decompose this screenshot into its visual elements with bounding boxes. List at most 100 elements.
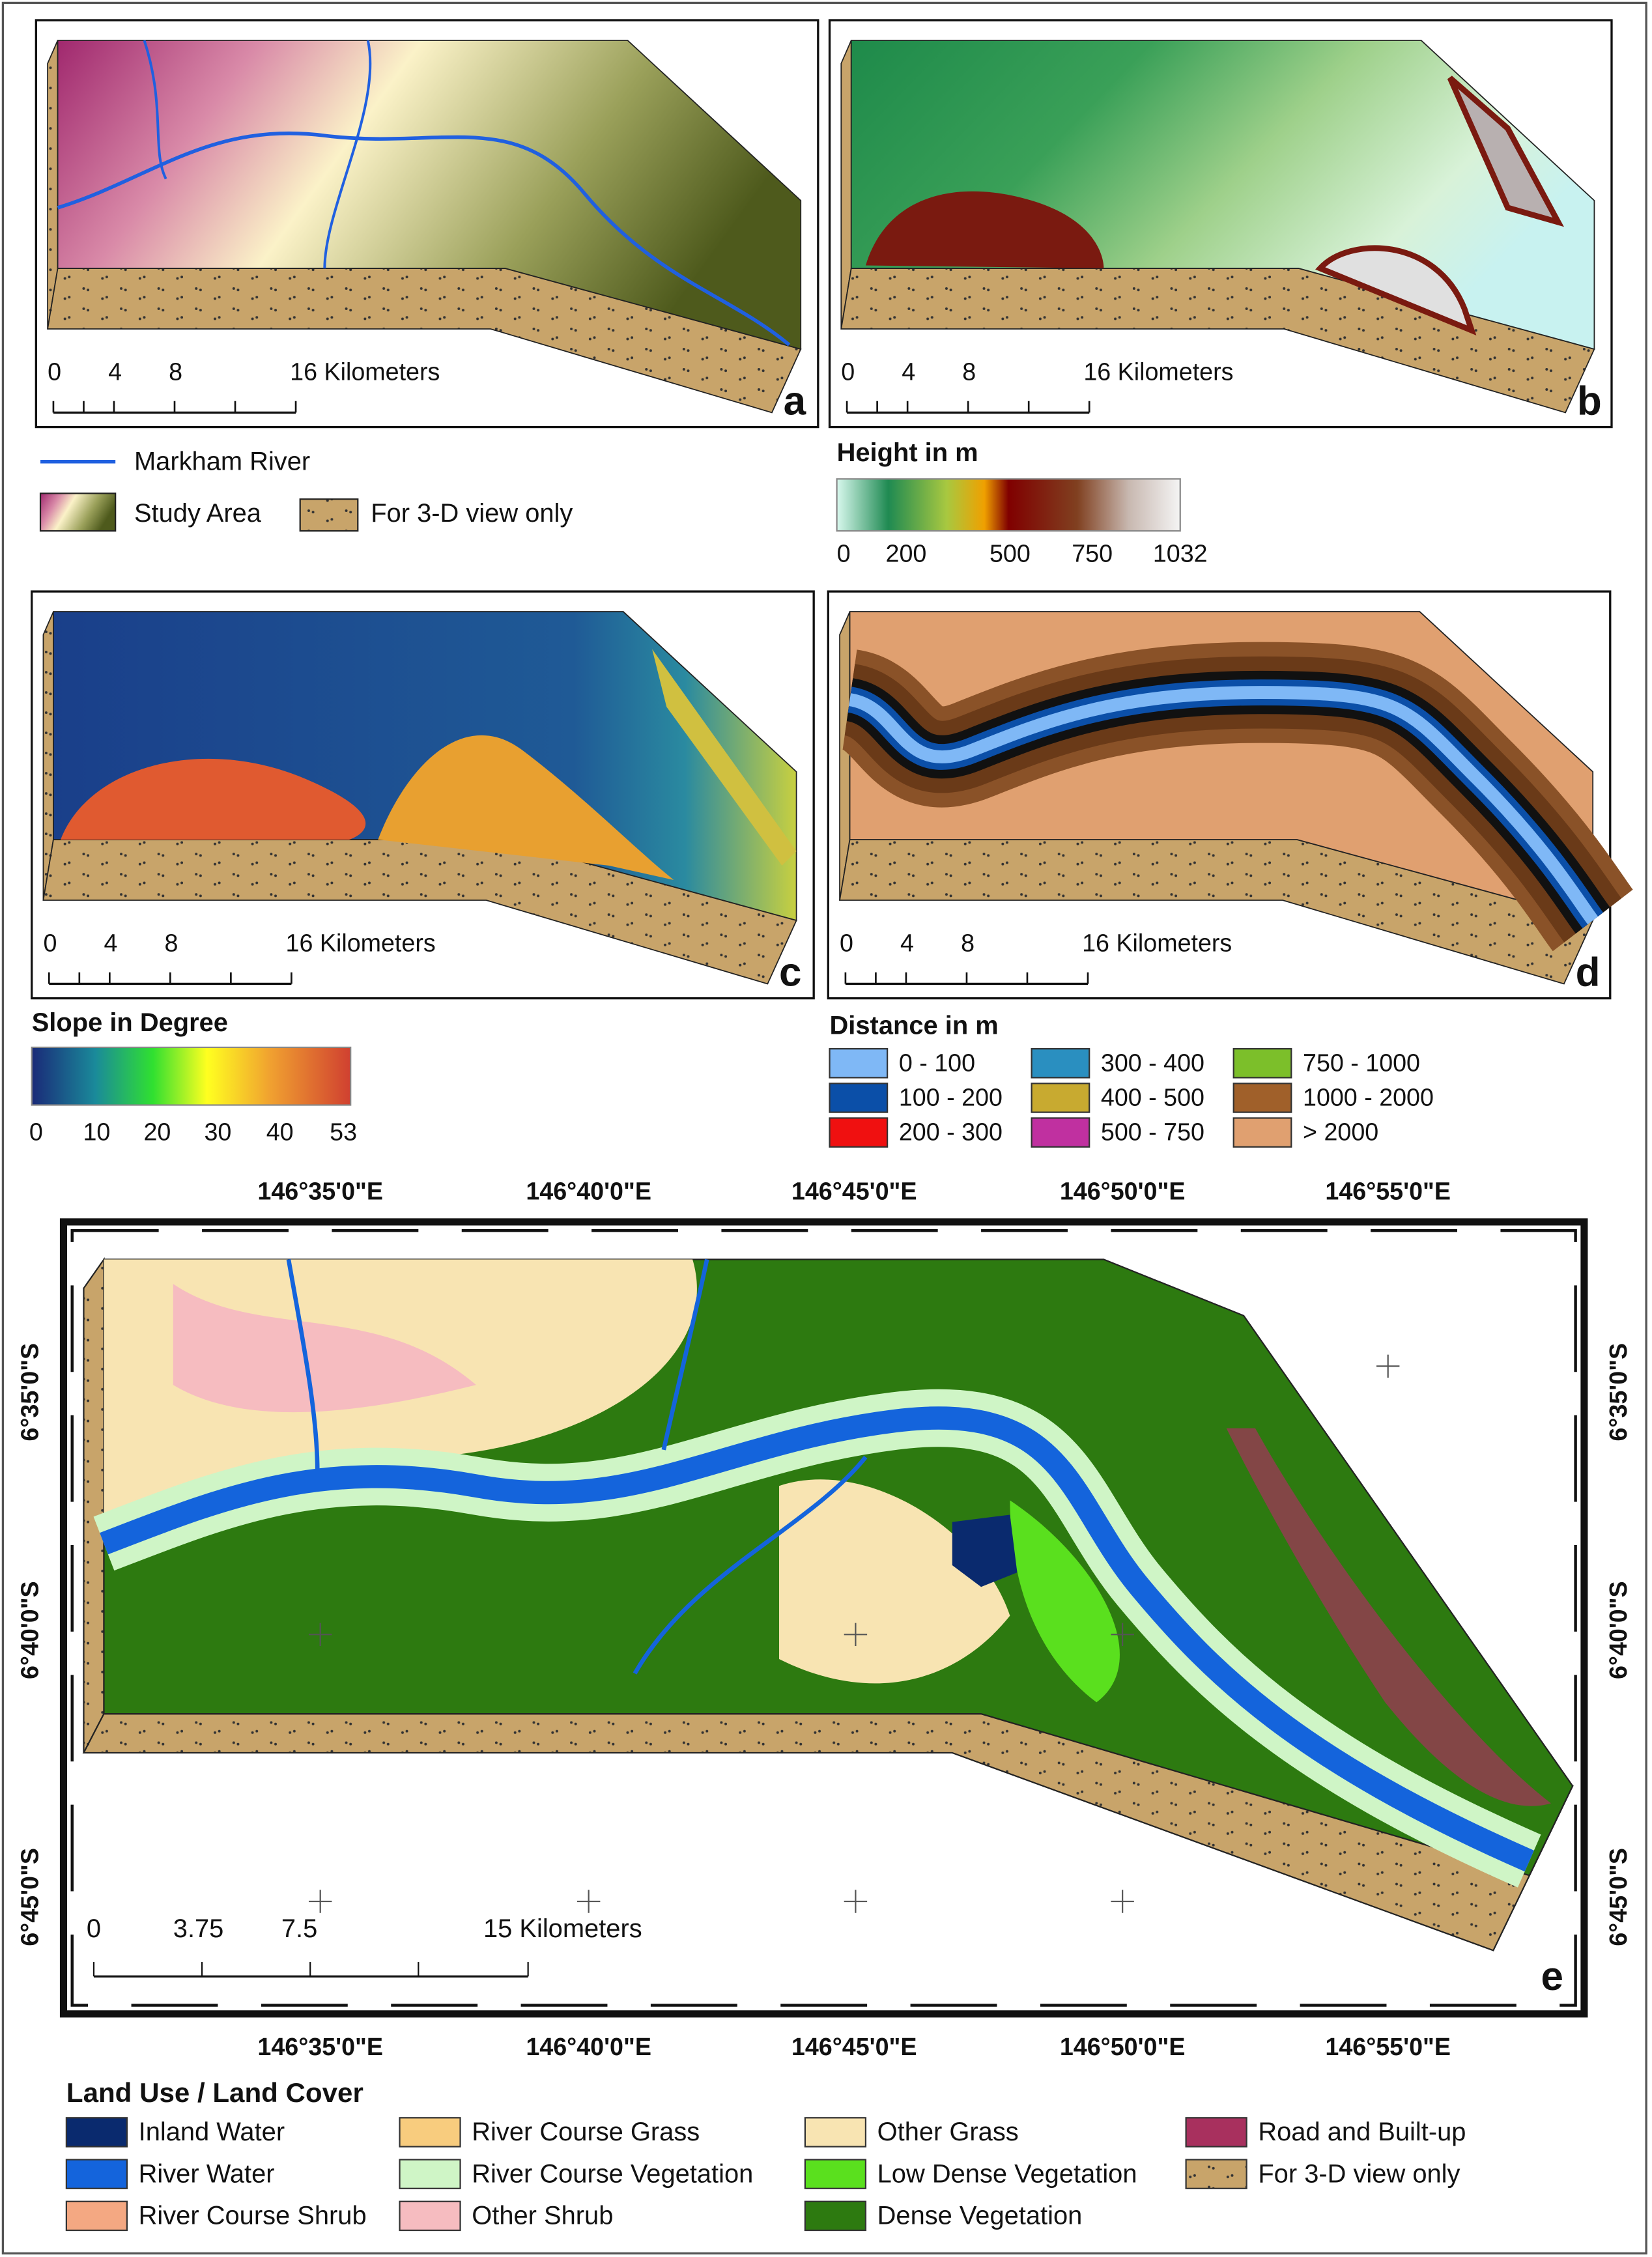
legend-label: For 3-D view only — [1258, 2159, 1460, 2188]
scale-label: 4 — [108, 358, 122, 386]
latitude-label: 6°45'0"S — [1604, 1848, 1632, 1946]
highland — [1447, 76, 1564, 227]
ramp-tick: 10 — [83, 1118, 110, 1146]
panel-label: b — [1577, 379, 1602, 424]
longitude-label: 146°45'0"E — [791, 2033, 917, 2060]
legend-swatch — [65, 2159, 128, 2189]
latitude-label: 6°40'0"S — [1604, 1581, 1632, 1679]
ramp-tick: 40 — [266, 1118, 294, 1146]
distance-band — [848, 686, 1599, 925]
legend-label: 200 - 300 — [899, 1118, 1003, 1146]
legend-label: 100 - 200 — [899, 1084, 1003, 1111]
legend-label: > 2000 — [1303, 1118, 1378, 1146]
scale-label: 0 — [840, 930, 853, 957]
scale-label: 0 — [48, 358, 61, 386]
ramp-tick: 30 — [205, 1118, 232, 1146]
highland — [865, 191, 1104, 268]
highland — [1315, 245, 1477, 335]
land-cover — [173, 1284, 476, 1413]
legend-swatch — [829, 1083, 889, 1113]
longitude-label: 146°40'0"E — [526, 2033, 651, 2060]
scale-label: 8 — [962, 358, 976, 386]
longitude-label: 146°35'0"E — [257, 2033, 383, 2060]
panel-label: e — [1541, 1954, 1563, 1999]
legend-swatch — [1185, 2117, 1247, 2148]
ramp-tick: 750 — [1072, 540, 1113, 567]
legend-swatch — [65, 2117, 128, 2148]
tributary — [661, 1258, 709, 1451]
legend-label: 1000 - 2000 — [1303, 1084, 1434, 1111]
longitude-label: 146°55'0"E — [1325, 2033, 1451, 2060]
scale-label: 0 — [87, 1914, 101, 1943]
longitude-label: 146°55'0"E — [1325, 1178, 1451, 1205]
tributary — [286, 1258, 320, 1472]
map-surface — [57, 40, 802, 350]
ramp-tick: 500 — [990, 540, 1031, 567]
steep-slope — [61, 758, 366, 840]
legend-label: River Course Grass — [472, 2118, 700, 2146]
scale-label: 4 — [104, 930, 117, 957]
scale-label: 16 Kilometers — [1083, 358, 1233, 386]
longitude-label: 146°50'0"E — [1060, 2033, 1186, 2060]
legend-label: Inland Water — [139, 2118, 285, 2146]
longitude-label: 146°40'0"E — [526, 1178, 651, 1205]
legend-label: 300 - 400 — [1101, 1049, 1204, 1076]
steep-slope — [652, 649, 797, 866]
legend-swatch — [804, 2159, 867, 2189]
longitude-label: 146°50'0"E — [1060, 1178, 1186, 1205]
ramp-tick: 20 — [143, 1118, 171, 1146]
legend-title: Slope in Degree — [32, 1008, 228, 1037]
legend-swatch — [804, 2200, 867, 2232]
tributary — [633, 1455, 868, 1675]
river — [57, 132, 791, 347]
legend-label: Low Dense Vegetation — [877, 2159, 1137, 2188]
latitude-label: 6°40'0"S — [16, 1581, 44, 1679]
legend-label: 0 - 100 — [899, 1049, 975, 1076]
legend-swatch — [804, 2117, 867, 2148]
legend-swatch — [829, 1117, 889, 1148]
legend-label: River Water — [139, 2159, 275, 2188]
inland-water — [952, 1514, 1018, 1587]
legend-swatch — [39, 492, 117, 532]
color-ramp — [31, 1046, 352, 1106]
legend-title: Height in m — [837, 438, 978, 467]
scale-label: 8 — [169, 358, 182, 386]
panel-label: c — [779, 950, 801, 995]
legend-swatch — [1031, 1117, 1090, 1148]
land-cover — [1226, 1428, 1551, 1806]
legend-swatch — [1185, 2159, 1247, 2189]
steep-slope — [378, 735, 674, 881]
ramp-tick: 53 — [330, 1118, 357, 1146]
legend-label: Markham River — [134, 447, 310, 476]
scale-label: 8 — [961, 930, 975, 957]
panel-label: d — [1576, 950, 1601, 995]
legend-swatch — [829, 1048, 889, 1079]
scale-label: 16 Kilometers — [290, 358, 440, 386]
ramp-tick: 200 — [886, 540, 927, 567]
ramp-tick: 1032 — [1153, 540, 1208, 567]
scale-label: 7.5 — [281, 1914, 317, 1943]
legend-swatch — [399, 2159, 461, 2189]
longitude-label: 146°45'0"E — [791, 1178, 917, 1205]
legend-swatch — [1232, 1048, 1292, 1079]
block-side — [83, 1256, 105, 1753]
longitude-label: 146°35'0"E — [257, 1178, 383, 1205]
scale-label: 8 — [164, 930, 178, 957]
legend-label: 400 - 500 — [1101, 1084, 1204, 1111]
ramp-tick: 0 — [837, 540, 851, 567]
legend-swatch — [399, 2200, 461, 2232]
legend-title: Land Use / Land Cover — [66, 2077, 363, 2108]
legend-title: Distance in m — [830, 1011, 999, 1040]
legend-label: Other Grass — [877, 2118, 1019, 2146]
legend-label: 750 - 1000 — [1303, 1049, 1420, 1076]
legend-swatch — [65, 2200, 128, 2232]
scale-label: 16 Kilometers — [286, 930, 436, 957]
legend-swatch — [1232, 1117, 1292, 1148]
legend-label: Dense Vegetation — [877, 2202, 1083, 2230]
latitude-label: 6°45'0"S — [16, 1848, 44, 1946]
legend-swatch — [1232, 1083, 1292, 1113]
ramp-tick: 0 — [29, 1118, 43, 1146]
